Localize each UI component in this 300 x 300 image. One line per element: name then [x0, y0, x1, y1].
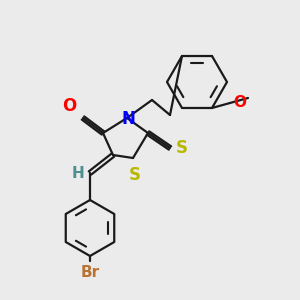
Text: S: S — [176, 139, 188, 157]
Text: H: H — [71, 166, 84, 181]
Text: N: N — [121, 110, 135, 128]
Text: S: S — [129, 166, 141, 184]
Text: O: O — [62, 97, 76, 115]
Text: Br: Br — [80, 265, 100, 280]
Text: O: O — [233, 95, 246, 110]
